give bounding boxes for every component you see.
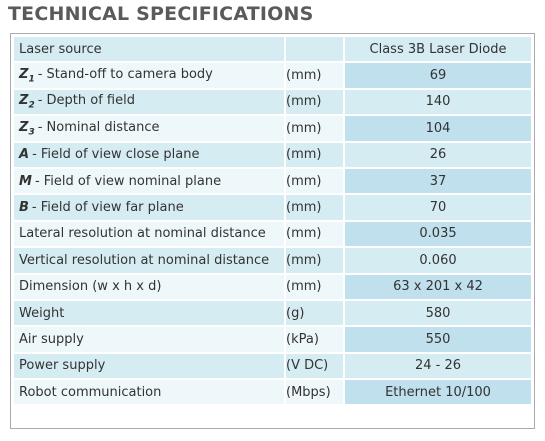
row-unit: (mm) [286, 248, 343, 273]
spec-row: Z2- Depth of field (mm) 140 [14, 89, 531, 115]
row-unit: (Mbps) [286, 380, 343, 405]
spec-row: Laser source Class 3B Laser Diode [14, 37, 531, 62]
row-unit: (mm) [286, 168, 343, 194]
row-value: 37 [345, 168, 531, 194]
row-label: Weight [14, 300, 284, 326]
row-unit: (mm) [286, 89, 343, 115]
label-text: Dimension (w x h x d) [19, 279, 162, 295]
row-value: 26 [345, 142, 531, 167]
label-text: Power supply [19, 358, 106, 374]
row-label: Air supply [14, 327, 284, 352]
label-text: - Depth of field [37, 93, 135, 109]
prefix-subscript: 3 [28, 127, 35, 138]
label-text: Weight [19, 305, 65, 321]
spec-row: B- Field of view far plane (mm) 70 [14, 195, 531, 220]
row-value: 580 [345, 300, 531, 326]
row-unit: (mm) [286, 195, 343, 220]
row-label: Dimension (w x h x d) [14, 274, 284, 299]
row-value: 0.035 [345, 221, 531, 247]
label-text: - Field of view nominal plane [34, 173, 222, 189]
label-text: - Field of view close plane [32, 147, 200, 163]
spec-row: Z1- Stand-off to camera body (mm) 69 [14, 63, 531, 88]
row-unit: (kPa) [286, 327, 343, 352]
row-label: Power supply [14, 353, 284, 379]
row-label: Z3- Nominal distance [14, 116, 284, 141]
row-label: M- Field of view nominal plane [14, 168, 284, 194]
spec-row: Z3- Nominal distance (mm) 104 [14, 116, 531, 141]
row-label: B- Field of view far plane [14, 195, 284, 220]
row-label: Z2- Depth of field [14, 89, 284, 115]
prefix-subscript: 1 [28, 74, 35, 85]
label-text: Lateral resolution at nominal distance [19, 226, 266, 242]
spec-row: Weight (g) 580 [14, 300, 531, 326]
label-text: - Nominal distance [37, 119, 160, 135]
row-value: 104 [345, 116, 531, 141]
row-unit: (mm) [286, 63, 343, 88]
row-value: 0.060 [345, 248, 531, 273]
row-label: A- Field of view close plane [14, 142, 284, 167]
row-unit: (V DC) [286, 353, 343, 379]
spec-row: Dimension (w x h x d) (mm) 63 x 201 x 42 [14, 274, 531, 299]
label-text: Robot communication [19, 384, 162, 400]
spec-row: M- Field of view nominal plane (mm) 37 [14, 168, 531, 194]
spec-box: Laser source Class 3B Laser Diode Z1- Stan… [10, 33, 535, 429]
row-unit: (mm) [286, 221, 343, 247]
row-value: 63 x 201 x 42 [345, 274, 531, 299]
label-prefix: M [19, 173, 32, 189]
row-unit: (mm) [286, 116, 343, 141]
row-label: Laser source [14, 37, 284, 62]
row-value: 550 [345, 327, 531, 352]
label-text: Air supply [19, 331, 84, 347]
spec-row: Lateral resolution at nominal distance (m… [14, 221, 531, 247]
label-text: - Stand-off to camera body [37, 66, 213, 82]
label-prefix: B [19, 200, 29, 216]
row-value: Class 3B Laser Diode [345, 37, 531, 62]
spec-row: Vertical resolution at nominal distance (… [14, 248, 531, 273]
row-unit [286, 37, 343, 62]
row-label: Lateral resolution at nominal distance [14, 221, 284, 247]
row-value: 70 [345, 195, 531, 220]
row-label: Robot communication [14, 380, 284, 405]
row-value: 140 [345, 89, 531, 115]
row-unit: (g) [286, 300, 343, 326]
label-text: Vertical resolution at nominal distance [19, 252, 270, 268]
row-value: 69 [345, 63, 531, 88]
spec-row: Air supply (kPa) 550 [14, 327, 531, 352]
row-value: Ethernet 10/100 [345, 380, 531, 405]
spec-row: Power supply (V DC) 24 - 26 [14, 353, 531, 379]
row-value: 24 - 26 [345, 353, 531, 379]
label-prefix: Z1 [19, 66, 35, 85]
spec-row: Robot communication (Mbps) Ethernet 10/100 [14, 380, 531, 405]
row-unit: (mm) [286, 142, 343, 167]
spec-row: A- Field of view close plane (mm) 26 [14, 142, 531, 167]
prefix-subscript: 2 [28, 100, 35, 111]
row-label: Z1- Stand-off to camera body [14, 63, 284, 88]
row-label: Vertical resolution at nominal distance [14, 248, 284, 273]
label-prefix: A [19, 147, 30, 163]
label-text: Laser source [19, 41, 102, 57]
spec-table: Laser source Class 3B Laser Diode Z1- Stan… [12, 35, 533, 406]
title: TECHNICAL SPECIFICATIONS [8, 3, 314, 25]
label-text: - Field of view far plane [31, 200, 184, 216]
label-prefix: Z2 [19, 93, 35, 111]
label-prefix: Z3 [19, 119, 35, 138]
row-unit: (mm) [286, 274, 343, 299]
